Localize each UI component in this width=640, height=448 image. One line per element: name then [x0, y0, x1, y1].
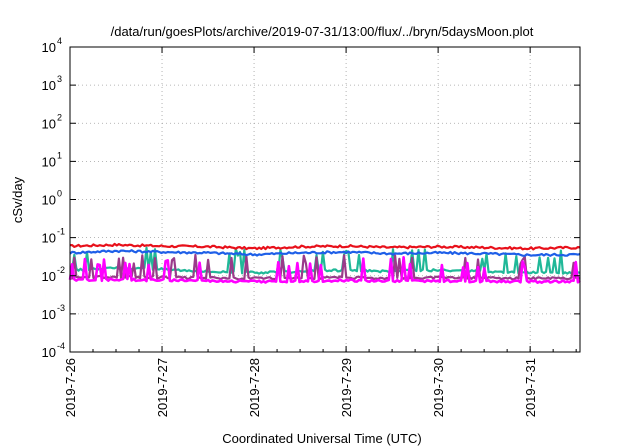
y-tick-exponent: 4	[57, 36, 62, 46]
y-tick-label: 10	[42, 269, 56, 284]
y-tick-label: 10	[42, 78, 56, 93]
x-tick-label: 2019-7-29	[339, 358, 354, 417]
y-tick-label: 10	[42, 40, 56, 55]
y-tick-exponent: -2	[57, 265, 65, 275]
y-tick-label: 10	[42, 231, 56, 246]
series-line	[69, 249, 581, 257]
y-tick-exponent: 1	[57, 150, 62, 160]
y-axis-label: cSv/day	[10, 176, 25, 223]
y-tick-label: 10	[42, 193, 56, 208]
series-line	[69, 253, 581, 281]
series-line	[69, 242, 581, 251]
x-tick-label: 2019-7-28	[247, 358, 262, 417]
series-line	[68, 256, 581, 284]
y-tick-label: 10	[42, 345, 56, 360]
x-tick-label: 2019-7-27	[155, 358, 170, 417]
y-tick-exponent: -1	[57, 227, 65, 237]
y-tick-exponent: 0	[57, 189, 62, 199]
y-tick-exponent: -3	[57, 303, 65, 313]
x-axis-label: Coordinated Universal Time (UTC)	[222, 431, 421, 446]
chart-title: /data/run/goesPlots/archive/2019-07-31/1…	[111, 24, 534, 39]
y-tick-exponent: 3	[57, 74, 62, 84]
y-tick-label: 10	[42, 154, 56, 169]
x-tick-label: 2019-7-31	[523, 358, 538, 417]
x-tick-label: 2019-7-30	[431, 358, 446, 417]
series-line	[69, 246, 581, 275]
y-tick-exponent: 2	[57, 112, 62, 122]
series-layer	[68, 242, 581, 284]
y-tick-exponent: -4	[57, 341, 65, 351]
grid	[70, 47, 580, 352]
y-tick-label: 10	[42, 307, 56, 322]
x-tick-label: 2019-7-26	[63, 358, 78, 417]
y-tick-label: 10	[42, 116, 56, 131]
